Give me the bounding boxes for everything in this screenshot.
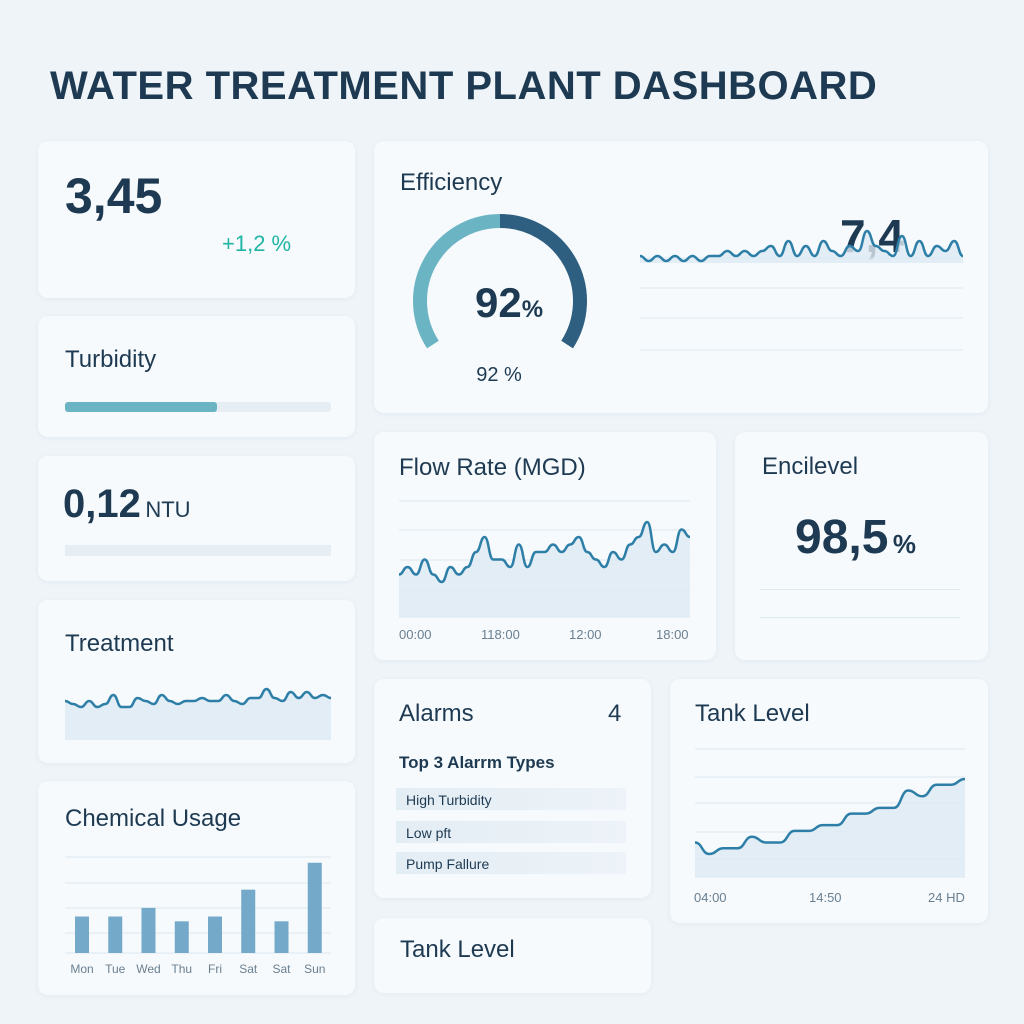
- divider: [760, 589, 960, 590]
- encilevel-card: Encilevel 98,5 %: [735, 432, 988, 660]
- chemical-card: Chemical Usage Mon Tue Wed Thu Fri Sat Sat Sun: [38, 781, 355, 995]
- gauge-unit: %: [521, 296, 544, 323]
- chemical-bar-chart: Mon Tue Wed Thu Fri Sat Sat Sun: [65, 856, 331, 976]
- alarms-subtitle: Top 3 Alarrm Types: [399, 753, 555, 772]
- gauge-arc-light: [413, 214, 501, 349]
- area-fill: [695, 779, 965, 877]
- series-line: [398, 520, 691, 584]
- bar-label: Fri: [208, 962, 222, 976]
- bar: [141, 907, 156, 953]
- alarm-item[interactable]: High Turbidity: [396, 788, 626, 810]
- alarm-item[interactable]: Pump Fallure: [396, 852, 626, 874]
- bar: [108, 916, 123, 953]
- tank2-title: Tank Level: [400, 936, 515, 963]
- bar: [174, 921, 189, 953]
- tank-chart: [694, 748, 966, 878]
- tank-level-card-2: Tank Level: [374, 918, 651, 993]
- ntu-progress-track: [65, 545, 331, 556]
- ntu-unit: NTU: [145, 497, 191, 522]
- gauge-value: 92: [474, 279, 522, 326]
- treatment-card: Treatment: [38, 600, 355, 763]
- flow-rate-card: Flow Rate (MGD) 00:00 118:00 12:00 18:00: [374, 432, 716, 660]
- gauge-sub-value: 92 %: [476, 364, 522, 386]
- tank-title: Tank Level: [695, 700, 810, 727]
- bar: [208, 916, 222, 953]
- efficiency-sparkline: [639, 229, 964, 351]
- alarms-title: Alarms: [399, 700, 474, 727]
- area-fill: [640, 231, 963, 263]
- kpi-value: 3,45: [65, 168, 163, 224]
- tank-x-label: 14:50: [809, 890, 842, 905]
- ntu-card: 0,12 NTU: [38, 456, 355, 581]
- kpi-card: 3,45 +1,2 %: [38, 141, 355, 298]
- ntu-value: 0,12: [63, 482, 141, 526]
- bar-label: Thu: [171, 962, 192, 976]
- flow-x-label: 12:00: [569, 627, 602, 642]
- alarm-item[interactable]: Low pft: [396, 821, 626, 843]
- bar: [307, 862, 322, 953]
- flow-chart: [398, 500, 691, 618]
- efficiency-title: Efficiency: [400, 169, 503, 196]
- bar-label: Sun: [304, 962, 325, 976]
- chemical-title: Chemical Usage: [65, 805, 242, 832]
- alarms-card: Alarms 4 Top 3 Alarrm Types High Turbidi…: [374, 679, 651, 898]
- series-line: [694, 777, 966, 856]
- series-line: [639, 229, 964, 263]
- turbidity-progress-track: [65, 402, 331, 412]
- flow-x-label: 18:00: [656, 627, 689, 642]
- encilevel-unit: %: [892, 529, 916, 559]
- area-fill: [65, 689, 331, 740]
- divider: [760, 617, 960, 618]
- bar-label: Wed: [136, 962, 160, 976]
- area-fill: [399, 522, 690, 617]
- bar-label: Mon: [70, 962, 93, 976]
- bar-label: Sat: [239, 962, 258, 976]
- efficiency-gauge: [413, 214, 587, 349]
- tank-x-label: 04:00: [694, 890, 727, 905]
- flow-title: Flow Rate (MGD): [399, 454, 586, 481]
- turbidity-progress-fill: [65, 402, 217, 412]
- encilevel-value: 98,5: [795, 511, 889, 564]
- bar-label: Tue: [105, 962, 126, 976]
- alarms-count: 4: [608, 700, 622, 727]
- kpi-change: +1,2 %: [222, 231, 292, 256]
- bar: [75, 916, 89, 953]
- tank-x-label: 24 HD: [928, 890, 965, 905]
- series-line: [64, 687, 332, 709]
- encilevel-title: Encilevel: [762, 453, 859, 480]
- bar: [241, 889, 256, 953]
- turbidity-card: Turbidity: [38, 316, 355, 437]
- efficiency-card: Efficiency 92% 92 % 7,4: [374, 141, 988, 413]
- gauge-arc-dark: [499, 214, 587, 349]
- bar: [274, 921, 289, 953]
- treatment-title: Treatment: [65, 630, 174, 657]
- page-title: WATER TREATMENT PLANT DASHBOARD: [50, 64, 878, 108]
- tank-level-card: Tank Level 04:00 14:50 24 HD: [670, 679, 988, 923]
- flow-x-label: 00:00: [399, 627, 432, 642]
- treatment-sparkline: [64, 687, 332, 740]
- turbidity-title: Turbidity: [65, 346, 157, 373]
- bar-label: Sat: [272, 962, 291, 976]
- flow-x-label: 118:00: [481, 627, 520, 642]
